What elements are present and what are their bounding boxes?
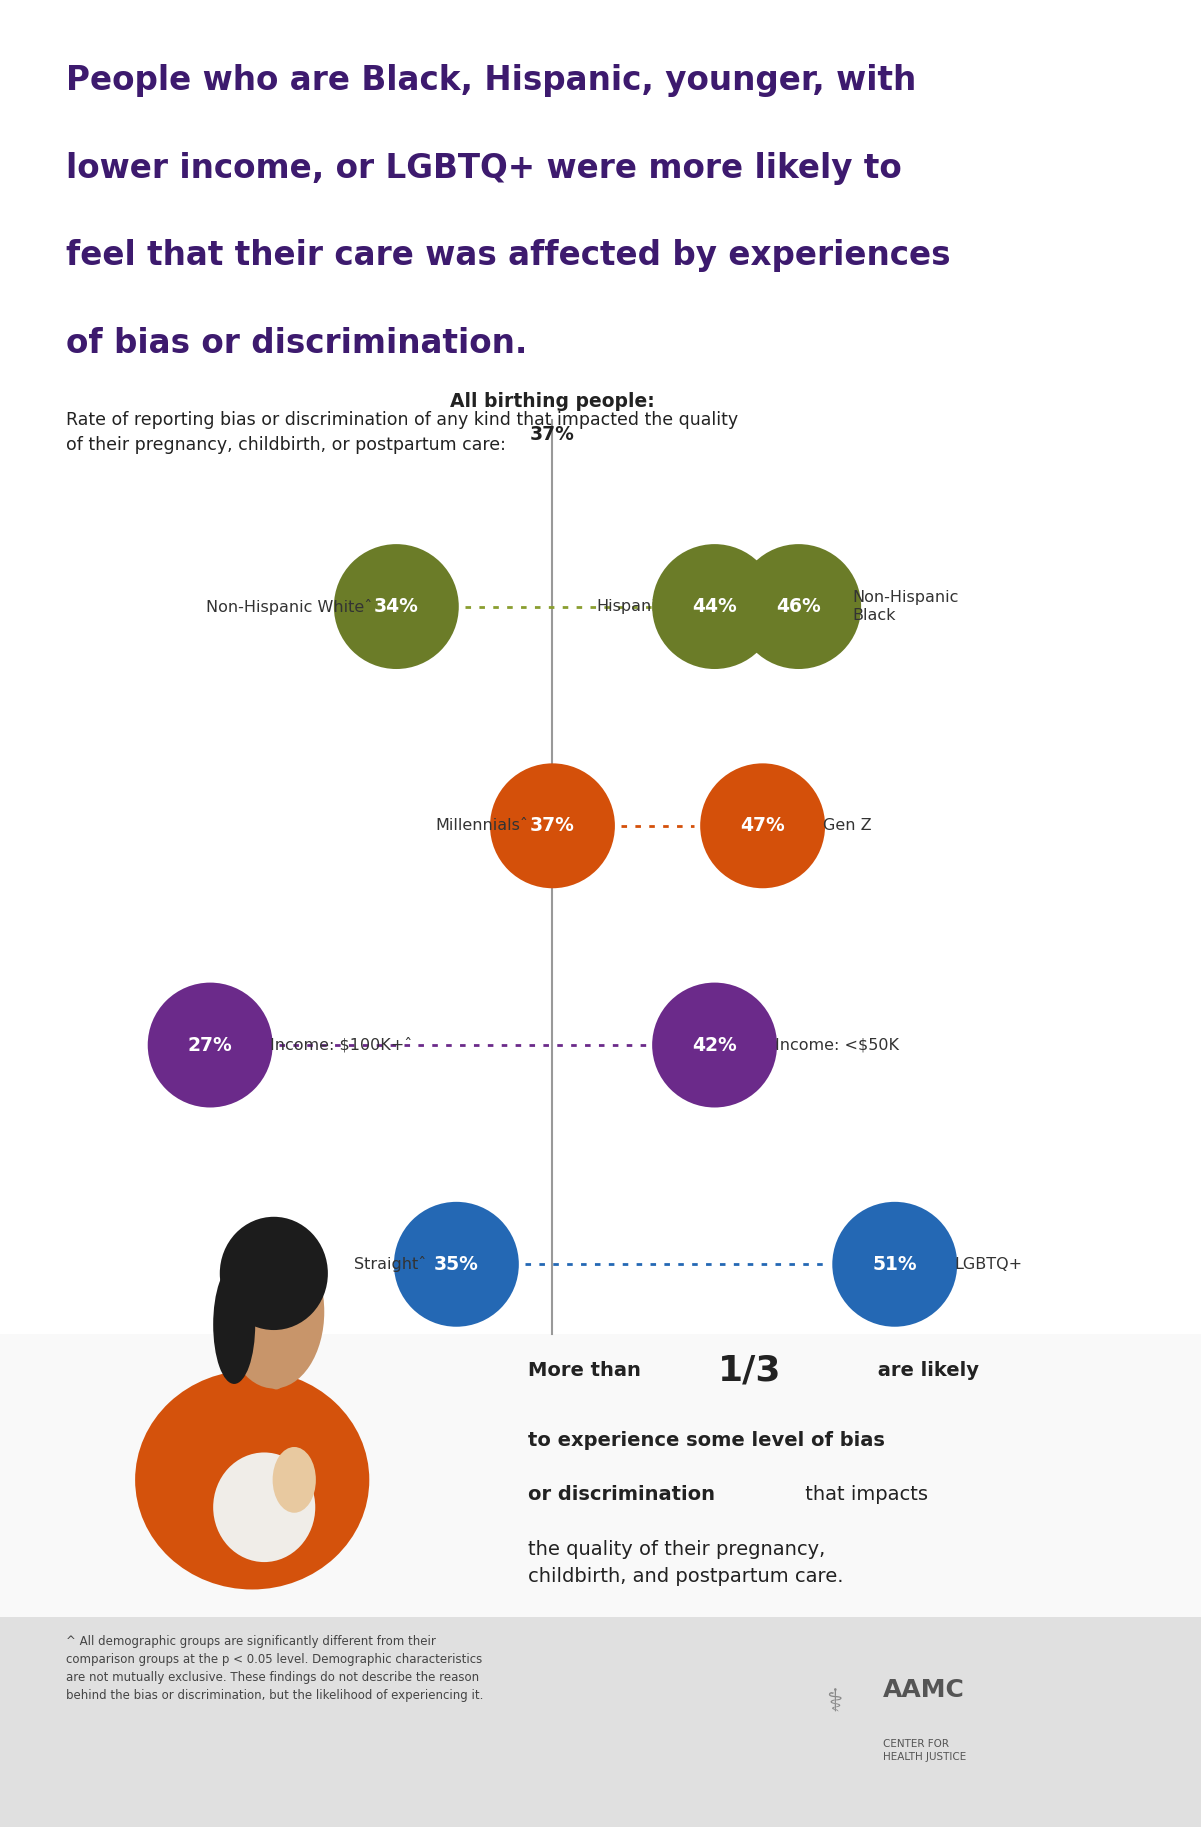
- Text: 44%: 44%: [692, 597, 737, 616]
- Text: 37%: 37%: [530, 817, 575, 835]
- Text: 1/3: 1/3: [718, 1354, 782, 1389]
- Text: Millennialsˆ: Millennialsˆ: [436, 818, 528, 833]
- Ellipse shape: [334, 544, 459, 669]
- Ellipse shape: [214, 1264, 256, 1385]
- Text: Income: <$50K: Income: <$50K: [775, 1038, 898, 1052]
- Text: are likely: are likely: [871, 1361, 979, 1379]
- Text: 34%: 34%: [374, 597, 419, 616]
- Ellipse shape: [652, 983, 777, 1107]
- Text: the quality of their pregnancy,
childbirth, and postpartum care.: the quality of their pregnancy, childbir…: [528, 1540, 844, 1586]
- Text: of bias or discrimination.: of bias or discrimination.: [66, 327, 527, 360]
- Text: Income: $100K+ˆ: Income: $100K+ˆ: [270, 1038, 412, 1052]
- Text: feel that their care was affected by experiences: feel that their care was affected by exp…: [66, 239, 950, 272]
- Ellipse shape: [270, 1452, 366, 1535]
- Text: 42%: 42%: [692, 1036, 737, 1054]
- Ellipse shape: [214, 1452, 316, 1562]
- Text: that impacts: that impacts: [799, 1485, 927, 1504]
- Text: Straightˆ: Straightˆ: [354, 1257, 426, 1272]
- Text: 47%: 47%: [740, 817, 785, 835]
- Text: 27%: 27%: [187, 1036, 233, 1054]
- Text: or discrimination: or discrimination: [528, 1485, 716, 1504]
- Text: All birthing people:: All birthing people:: [450, 393, 655, 411]
- Text: lower income, or LGBTQ+ were more likely to: lower income, or LGBTQ+ were more likely…: [66, 152, 902, 185]
- Ellipse shape: [264, 1345, 288, 1389]
- Text: 51%: 51%: [872, 1255, 918, 1273]
- Text: Hispanic: Hispanic: [596, 599, 665, 614]
- Text: ^ All demographic groups are significantly different from their
comparison group: ^ All demographic groups are significant…: [66, 1635, 484, 1703]
- Circle shape: [223, 1235, 324, 1389]
- Text: 37%: 37%: [530, 426, 575, 444]
- Ellipse shape: [736, 544, 861, 669]
- Ellipse shape: [394, 1202, 519, 1326]
- Text: to experience some level of bias: to experience some level of bias: [528, 1431, 885, 1449]
- Ellipse shape: [135, 1370, 370, 1589]
- Text: 46%: 46%: [776, 597, 821, 616]
- Ellipse shape: [220, 1217, 328, 1330]
- Ellipse shape: [490, 764, 615, 888]
- Ellipse shape: [148, 983, 273, 1107]
- Text: LGBTQ+: LGBTQ+: [955, 1257, 1023, 1272]
- Ellipse shape: [138, 1452, 234, 1535]
- Text: ⚕: ⚕: [826, 1688, 843, 1717]
- Text: CENTER FOR
HEALTH JUSTICE: CENTER FOR HEALTH JUSTICE: [883, 1739, 966, 1761]
- Text: Rate of reporting bias or discrimination of any kind that impacted the quality
o: Rate of reporting bias or discrimination…: [66, 411, 739, 455]
- Ellipse shape: [832, 1202, 957, 1326]
- Text: 35%: 35%: [434, 1255, 479, 1273]
- FancyBboxPatch shape: [0, 1334, 1201, 1617]
- Text: Gen Z: Gen Z: [823, 818, 871, 833]
- Text: More than: More than: [528, 1361, 649, 1379]
- Text: Non-Hispanic
Black: Non-Hispanic Black: [853, 590, 960, 623]
- Ellipse shape: [652, 544, 777, 669]
- Text: People who are Black, Hispanic, younger, with: People who are Black, Hispanic, younger,…: [66, 64, 916, 97]
- Circle shape: [273, 1447, 316, 1513]
- FancyBboxPatch shape: [0, 1617, 1201, 1827]
- Text: Non-Hispanic Whiteˆ: Non-Hispanic Whiteˆ: [207, 599, 372, 614]
- Text: AAMC: AAMC: [883, 1677, 964, 1703]
- Ellipse shape: [700, 764, 825, 888]
